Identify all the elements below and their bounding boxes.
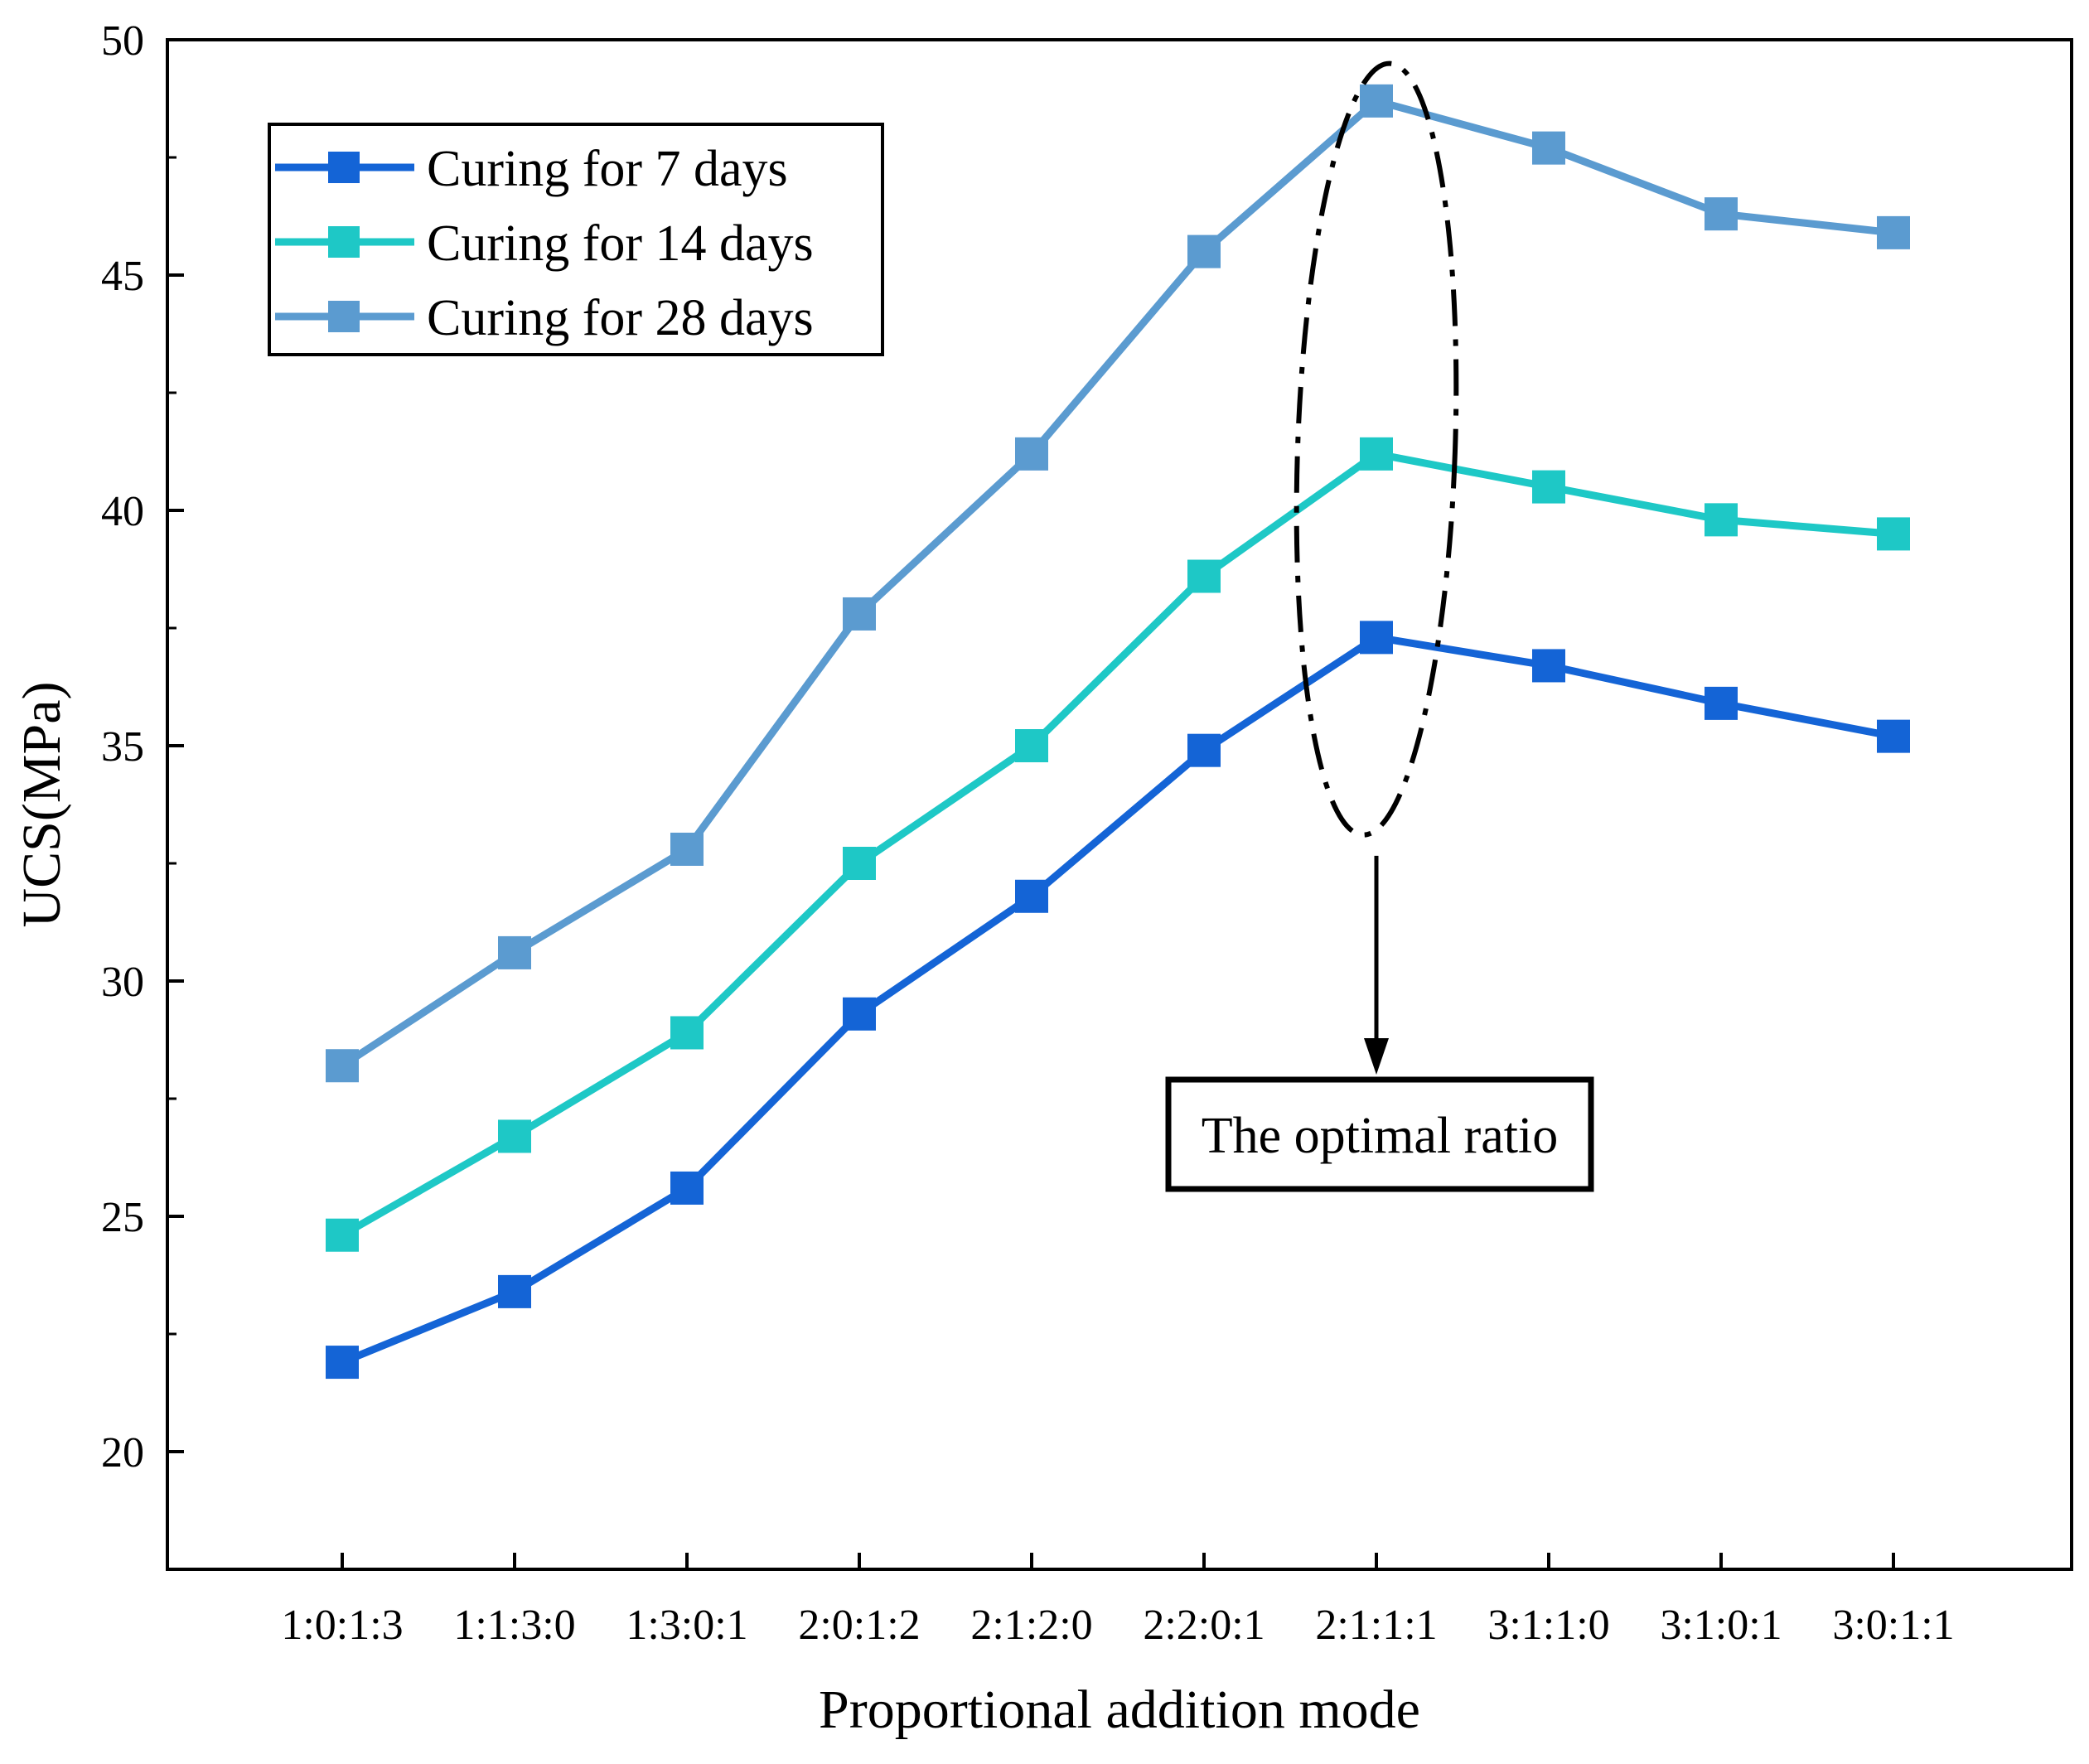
data-point <box>843 847 876 880</box>
data-point <box>1877 215 1910 249</box>
data-point <box>1015 729 1048 762</box>
y-tick-label: 25 <box>101 1194 144 1241</box>
data-point <box>1015 437 1048 471</box>
data-point <box>1360 84 1393 118</box>
data-point <box>1532 131 1565 165</box>
data-point <box>1705 503 1738 537</box>
data-point <box>1187 559 1221 593</box>
data-point <box>326 1346 359 1380</box>
annotation-arrowhead <box>1364 1038 1389 1075</box>
x-tick-label: 3:1:1:0 <box>1487 1602 1609 1649</box>
data-point <box>1705 197 1738 231</box>
x-tick-label: 2:2:0:1 <box>1143 1602 1265 1649</box>
data-point <box>843 997 876 1031</box>
data-point <box>1705 686 1738 720</box>
legend-label: Curing for 7 days <box>427 141 788 197</box>
x-axis: 1:0:1:3 1:1:3:0 1:3:0:1 2:0:1:2 2:1:2:0 2:2:0… <box>281 1553 1955 1649</box>
data-point <box>1360 437 1393 471</box>
data-point <box>1360 621 1393 655</box>
x-tick-label: 1:1:3:0 <box>453 1602 575 1649</box>
data-point <box>670 1171 704 1205</box>
data-point <box>1187 234 1221 268</box>
data-point <box>498 1119 531 1153</box>
data-point <box>1015 879 1048 913</box>
y-axis: 20 25 30 35 40 45 50 <box>101 17 184 1571</box>
y-tick-label: 30 <box>101 959 144 1006</box>
series-1 <box>326 621 1910 1380</box>
annotation-layer: The optimal ratio <box>1165 60 1594 1192</box>
data-point <box>498 1274 531 1308</box>
x-axis-title: Proportional addition mode <box>819 1679 1420 1740</box>
data-point <box>326 1218 359 1252</box>
y-tick-label: 35 <box>101 723 144 771</box>
x-tick-label: 3:0:1:1 <box>1832 1602 1954 1649</box>
optimal-ellipse <box>1294 60 1459 838</box>
y-tick-label: 40 <box>101 488 144 535</box>
data-point <box>1532 649 1565 683</box>
x-tick-label: 2:1:1:1 <box>1315 1602 1437 1649</box>
y-tick-label: 50 <box>101 17 144 65</box>
annotation-box <box>1165 1076 1594 1192</box>
legend-label: Curing for 14 days <box>427 215 814 272</box>
data-point <box>670 1016 704 1050</box>
series-layer <box>326 84 1910 1380</box>
data-point <box>498 935 531 969</box>
series-line <box>341 633 1894 1366</box>
data-point <box>1877 517 1910 551</box>
data-point <box>670 832 704 866</box>
series-3 <box>326 84 1910 1083</box>
legend-marker <box>328 226 360 258</box>
y-tick-label: 20 <box>101 1429 144 1476</box>
x-tick-label: 2:0:1:2 <box>798 1602 920 1649</box>
data-point <box>1532 470 1565 504</box>
series-2 <box>326 437 1910 1252</box>
series-line <box>340 450 1894 1239</box>
legend: Curing for 7 days Curing for 14 days Curin… <box>268 123 884 356</box>
plot-frame <box>166 38 2073 1571</box>
x-tick-label: 1:3:0:1 <box>626 1602 747 1649</box>
x-tick-label: 2:1:2:0 <box>970 1602 1092 1649</box>
legend-marker <box>328 152 360 183</box>
data-point <box>1187 733 1221 767</box>
legend-marker <box>328 301 360 332</box>
legend-label: Curing for 28 days <box>427 290 814 346</box>
x-tick-label: 3:1:0:1 <box>1660 1602 1782 1649</box>
y-tick-label: 45 <box>101 253 144 300</box>
series-line <box>340 97 1894 1070</box>
annotation-text: The optimal ratio <box>1202 1108 1558 1164</box>
data-point <box>1877 719 1910 753</box>
x-tick-label: 1:0:1:3 <box>281 1602 403 1649</box>
data-point <box>843 597 876 631</box>
data-point <box>326 1049 359 1083</box>
y-axis-title: UCS(MPa) <box>12 681 72 927</box>
